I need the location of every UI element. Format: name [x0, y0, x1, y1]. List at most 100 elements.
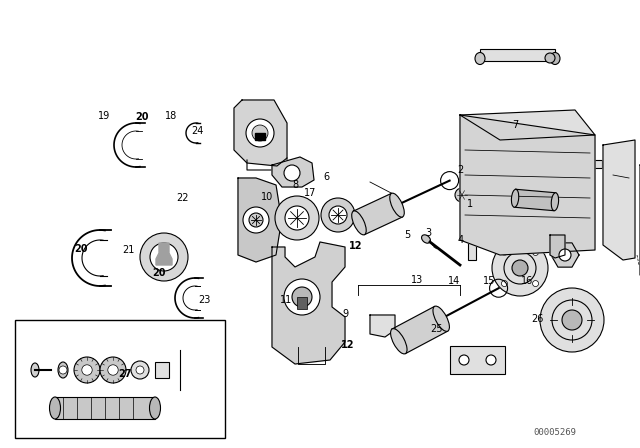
- Text: 8: 8: [292, 180, 299, 190]
- Text: 20: 20: [152, 268, 166, 278]
- Ellipse shape: [433, 306, 449, 332]
- Polygon shape: [551, 243, 579, 267]
- Polygon shape: [460, 110, 595, 140]
- Circle shape: [82, 365, 92, 375]
- Circle shape: [559, 249, 571, 261]
- Circle shape: [140, 233, 188, 281]
- Text: 2: 2: [458, 165, 464, 175]
- Text: 11: 11: [280, 295, 292, 305]
- Bar: [55, 397, 155, 419]
- Circle shape: [532, 280, 538, 287]
- Text: 24: 24: [191, 126, 204, 136]
- Ellipse shape: [31, 363, 39, 377]
- Text: 16: 16: [520, 276, 533, 286]
- Text: 19: 19: [98, 112, 111, 121]
- Text: 26: 26: [531, 314, 544, 324]
- Polygon shape: [272, 157, 314, 187]
- Polygon shape: [255, 133, 265, 140]
- Text: 22: 22: [176, 194, 189, 203]
- Text: 6: 6: [323, 172, 330, 182]
- Text: 3: 3: [426, 228, 432, 238]
- Polygon shape: [238, 178, 280, 262]
- Text: 23: 23: [198, 295, 211, 305]
- Circle shape: [511, 246, 519, 254]
- Bar: [590, 160, 602, 168]
- Circle shape: [284, 279, 320, 315]
- Text: 7: 7: [512, 121, 518, 130]
- Circle shape: [59, 366, 67, 374]
- Ellipse shape: [150, 397, 161, 419]
- Circle shape: [252, 125, 268, 141]
- Ellipse shape: [422, 235, 431, 243]
- Circle shape: [100, 357, 126, 383]
- Ellipse shape: [551, 193, 559, 211]
- Bar: [468, 238, 476, 260]
- Polygon shape: [370, 315, 395, 337]
- Circle shape: [246, 119, 274, 147]
- Circle shape: [329, 206, 347, 224]
- Circle shape: [540, 288, 604, 352]
- Text: 9: 9: [342, 309, 349, 319]
- Circle shape: [275, 196, 319, 240]
- Circle shape: [108, 365, 118, 375]
- Bar: [450, 346, 505, 374]
- Polygon shape: [272, 242, 345, 364]
- Ellipse shape: [390, 193, 404, 217]
- Ellipse shape: [511, 190, 519, 207]
- Ellipse shape: [475, 52, 485, 65]
- Circle shape: [486, 355, 496, 365]
- Text: 20: 20: [135, 112, 149, 122]
- Circle shape: [491, 241, 499, 249]
- Circle shape: [321, 198, 355, 232]
- Circle shape: [136, 366, 144, 374]
- Text: 13: 13: [411, 275, 424, 285]
- Circle shape: [459, 355, 469, 365]
- Text: 17: 17: [304, 188, 317, 198]
- Polygon shape: [515, 190, 556, 211]
- Polygon shape: [353, 194, 403, 235]
- Circle shape: [492, 240, 548, 296]
- Text: 12: 12: [340, 340, 355, 350]
- Circle shape: [562, 310, 582, 330]
- Circle shape: [512, 260, 528, 276]
- Text: 14: 14: [448, 276, 461, 286]
- Circle shape: [285, 206, 309, 230]
- Circle shape: [502, 250, 508, 255]
- Polygon shape: [234, 100, 287, 166]
- Polygon shape: [603, 140, 635, 260]
- Ellipse shape: [390, 329, 407, 354]
- Polygon shape: [550, 235, 565, 258]
- Text: 18: 18: [165, 112, 178, 121]
- Circle shape: [131, 361, 149, 379]
- Circle shape: [243, 207, 269, 233]
- Circle shape: [545, 53, 555, 63]
- Circle shape: [150, 243, 178, 271]
- Text: 12: 12: [348, 241, 362, 251]
- Circle shape: [292, 287, 312, 307]
- Ellipse shape: [468, 236, 476, 241]
- Circle shape: [284, 165, 300, 181]
- Bar: [297, 297, 307, 309]
- Text: 25: 25: [430, 324, 443, 334]
- Text: 1: 1: [467, 199, 474, 209]
- Circle shape: [502, 280, 508, 287]
- Ellipse shape: [550, 52, 560, 65]
- Ellipse shape: [49, 397, 61, 419]
- Polygon shape: [156, 243, 172, 265]
- Circle shape: [455, 188, 469, 202]
- Ellipse shape: [58, 362, 68, 378]
- Text: 5: 5: [404, 230, 411, 240]
- Polygon shape: [460, 115, 595, 255]
- Polygon shape: [392, 306, 448, 353]
- Text: 27: 27: [118, 369, 132, 379]
- Text: 10: 10: [261, 192, 274, 202]
- Circle shape: [532, 250, 538, 255]
- Circle shape: [74, 357, 100, 383]
- Circle shape: [249, 213, 263, 227]
- Bar: [15, 320, 225, 438]
- Text: 4: 4: [458, 235, 464, 245]
- Text: 15: 15: [483, 276, 496, 286]
- Bar: [480, 49, 555, 61]
- Text: 20: 20: [74, 244, 88, 254]
- Text: 00005269: 00005269: [534, 427, 577, 436]
